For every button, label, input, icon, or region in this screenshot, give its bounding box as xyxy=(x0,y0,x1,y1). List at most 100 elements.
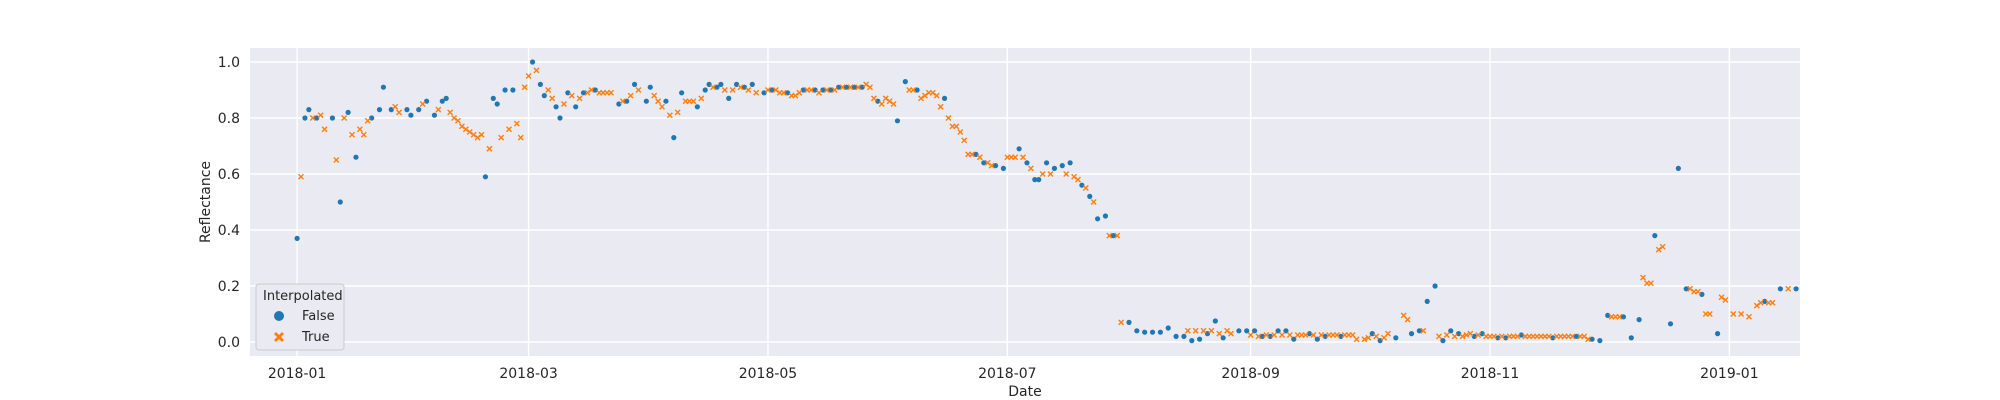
data-point xyxy=(710,84,717,91)
data-point xyxy=(302,115,308,121)
data-point xyxy=(435,106,442,113)
data-point xyxy=(1126,319,1132,325)
data-point xyxy=(298,173,305,180)
data-point xyxy=(1165,325,1171,331)
data-point xyxy=(1722,297,1729,303)
data-point xyxy=(494,101,500,107)
data-point xyxy=(878,101,885,107)
data-point xyxy=(772,87,779,93)
data-point xyxy=(1283,328,1289,334)
data-point xyxy=(1495,335,1501,341)
data-point xyxy=(733,81,740,87)
data-point xyxy=(588,87,595,93)
data-point xyxy=(1310,332,1317,338)
data-point xyxy=(1228,330,1235,337)
data-point xyxy=(439,98,445,104)
data-point xyxy=(576,95,583,102)
data-point xyxy=(333,157,340,163)
data-point xyxy=(729,87,736,93)
data-point xyxy=(812,87,818,93)
data-point xyxy=(1647,280,1654,287)
data-point xyxy=(1000,165,1007,171)
data-point xyxy=(341,115,348,121)
data-point xyxy=(1620,314,1627,320)
data-point xyxy=(988,162,995,169)
data-point xyxy=(1039,171,1046,177)
data-point xyxy=(1200,327,1207,334)
data-point xyxy=(1714,331,1721,337)
data-point xyxy=(1585,336,1592,343)
data-point xyxy=(1459,333,1466,340)
data-point xyxy=(1420,327,1427,334)
data-point xyxy=(647,84,653,90)
data-point xyxy=(953,123,960,130)
data-point xyxy=(553,104,559,110)
y-tick-label: 0.0 xyxy=(218,335,240,351)
plot-area xyxy=(250,48,1800,356)
data-point xyxy=(408,112,414,118)
data-point xyxy=(1384,330,1391,337)
series-false xyxy=(294,59,1799,344)
data-point xyxy=(486,145,493,152)
data-point xyxy=(1197,336,1203,342)
data-point xyxy=(976,154,983,161)
data-point xyxy=(616,101,622,107)
data-point xyxy=(882,95,889,102)
data-point xyxy=(749,81,755,87)
data-point xyxy=(314,115,320,121)
data-point xyxy=(376,107,383,113)
data-point xyxy=(1448,328,1454,334)
data-point xyxy=(1652,233,1658,239)
data-point xyxy=(1302,332,1309,338)
data-point xyxy=(867,84,873,91)
data-point xyxy=(957,129,964,135)
data-point xyxy=(627,92,634,99)
data-point xyxy=(1659,243,1666,250)
data-point xyxy=(423,98,430,104)
data-point xyxy=(718,81,724,87)
data-point xyxy=(945,115,952,121)
data-point xyxy=(404,107,410,113)
data-point xyxy=(1087,193,1093,199)
data-point xyxy=(902,79,908,85)
data-point xyxy=(443,95,449,101)
data-point xyxy=(573,104,579,110)
data-point xyxy=(549,95,556,102)
data-point xyxy=(380,84,387,90)
data-point xyxy=(1718,294,1725,301)
data-point xyxy=(1275,328,1281,334)
data-point xyxy=(921,92,928,99)
data-point xyxy=(753,89,760,96)
data-point xyxy=(1020,154,1027,161)
points-layer xyxy=(294,59,1799,344)
data-point xyxy=(984,159,991,166)
data-point xyxy=(823,87,830,93)
data-point xyxy=(1102,213,1109,219)
data-point xyxy=(635,87,642,93)
data-point xyxy=(474,134,481,141)
data-point xyxy=(674,109,681,116)
data-point xyxy=(1291,336,1297,342)
data-point xyxy=(560,101,567,107)
data-point xyxy=(1349,332,1356,338)
data-point xyxy=(1149,329,1156,335)
data-point xyxy=(1408,331,1415,337)
data-point xyxy=(1142,329,1148,335)
data-point xyxy=(741,84,748,90)
data-point xyxy=(666,112,673,119)
data-point xyxy=(353,154,359,160)
data-point xyxy=(1063,171,1070,177)
data-point xyxy=(886,98,893,105)
data-point xyxy=(1369,331,1375,337)
legend-label-true: True xyxy=(301,330,330,345)
data-point xyxy=(1785,285,1792,292)
data-point xyxy=(1267,333,1273,339)
data-point xyxy=(961,137,968,144)
data-point xyxy=(937,103,944,110)
data-point xyxy=(1157,329,1163,335)
data-point xyxy=(624,98,630,104)
data-point xyxy=(1545,333,1552,340)
legend-label-false: False xyxy=(302,309,335,324)
data-point xyxy=(1793,286,1799,292)
data-point xyxy=(1051,165,1058,171)
